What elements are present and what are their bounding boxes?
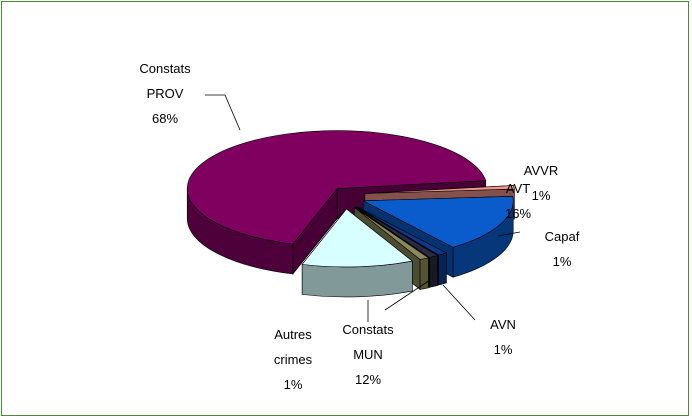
category-name: AVT [505,181,531,196]
category-name: Capaf [544,229,580,244]
slice-top [364,185,515,194]
category-name: Constats PROV [139,61,191,101]
value-label: 16% [504,206,532,221]
slice-label: Autres crimes 1% [263,322,323,397]
leader-line [497,231,521,237]
slice-top [355,206,439,258]
slice-top [356,206,448,256]
slice-label: Constats MUN 12% [333,317,403,392]
slice-top [301,208,413,268]
slice-label: AVN 1% [478,312,528,362]
value-label: 1% [531,188,551,203]
category-name: AVVR [523,163,559,178]
value-label: 12% [354,372,382,387]
leader-line [205,94,241,131]
slice-top [354,207,430,260]
slice-label: AVVR 1% [516,158,566,208]
category-name: AVN [490,317,516,332]
value-label: 1% [552,254,572,269]
slice-label: Capaf 1% [537,224,587,274]
pie-slice [362,196,514,278]
slice-label: AVT 16% [493,176,543,226]
slice-label: Constats PROV 68% [130,56,200,131]
value-label: 1% [493,342,513,357]
slice-top [186,130,487,245]
slice-side [438,252,447,286]
pie-slice [301,208,413,298]
category-name: Constats MUN [342,322,394,362]
value-label: 68% [151,111,179,126]
slice-side [419,257,429,290]
value-label: 1% [283,377,303,392]
category-name: Autres crimes [273,327,313,367]
slice-side [429,255,438,288]
slice-top [362,196,514,248]
leader-line [384,279,431,311]
leader-line [442,284,476,321]
